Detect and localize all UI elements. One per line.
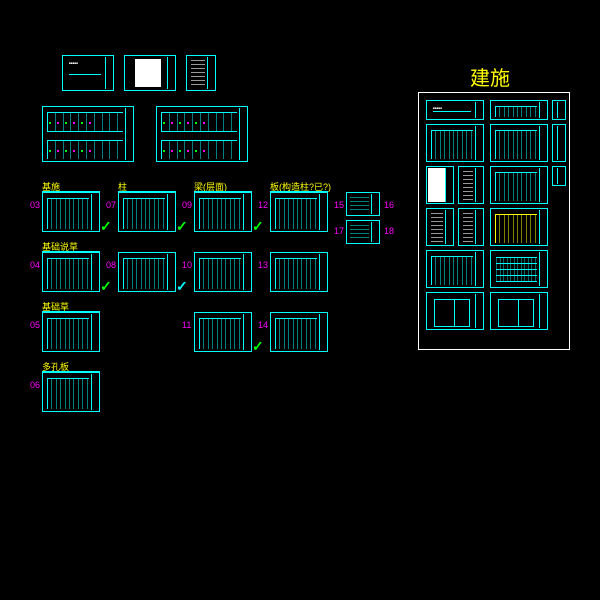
drawing-sheet <box>426 124 484 162</box>
drawing-sheet <box>346 220 380 244</box>
drawing-sheet <box>458 166 484 204</box>
drawing-sheet <box>156 106 248 162</box>
sheet-number: 04 <box>30 260 40 270</box>
right-title: 建施 <box>470 62 510 91</box>
checkmark-icon: ✓ <box>252 218 264 235</box>
drawing-sheet <box>552 100 566 120</box>
sheet-number: 03 <box>30 200 40 210</box>
drawing-sheet <box>118 192 176 232</box>
drawing-sheet <box>42 192 100 232</box>
drawing-sheet <box>426 292 484 330</box>
drawing-sheet <box>458 208 484 246</box>
drawing-sheet <box>270 192 328 232</box>
sheet-number: 06 <box>30 380 40 390</box>
sheet-number: 05 <box>30 320 40 330</box>
drawing-sheet <box>42 252 100 292</box>
checkmark-icon: ✓ <box>176 218 188 235</box>
drawing-sheet <box>194 312 252 352</box>
drawing-sheet <box>124 55 176 91</box>
sheet-number: 08 <box>106 260 116 270</box>
drawing-sheet <box>118 252 176 292</box>
drawing-sheet <box>552 124 566 162</box>
drawing-sheet <box>270 252 328 292</box>
checkmark-icon: ✓ <box>100 218 112 235</box>
sheet-number: 07 <box>106 200 116 210</box>
drawing-sheet <box>186 55 216 91</box>
drawing-sheet <box>426 250 484 288</box>
drawing-sheet <box>194 192 252 232</box>
sheet-number: 15 <box>334 200 344 210</box>
drawing-sheet <box>552 166 566 186</box>
checkmark-icon: ✓ <box>100 278 112 295</box>
sheet-number: 10 <box>182 260 192 270</box>
drawing-sheet: ■■■■■ <box>426 100 484 120</box>
drawing-sheet <box>490 100 548 120</box>
sheet-number: 09 <box>182 200 192 210</box>
sheet-number: 11 <box>182 320 191 330</box>
sheet-number: 18 <box>384 226 394 236</box>
sheet-number: 16 <box>384 200 394 210</box>
drawing-sheet <box>346 192 380 216</box>
sheet-number: 14 <box>258 320 268 330</box>
drawing-sheet <box>490 124 548 162</box>
drawing-sheet: ■■■■■ <box>62 55 114 91</box>
checkmark-icon: ✓ <box>176 278 188 295</box>
sheet-number: 17 <box>334 226 344 236</box>
drawing-sheet <box>426 208 454 246</box>
drawing-sheet <box>42 372 100 412</box>
drawing-sheet <box>490 292 548 330</box>
sheet-number: 13 <box>258 260 268 270</box>
drawing-sheet <box>490 208 548 246</box>
drawing-sheet <box>194 252 252 292</box>
sheet-number: 12 <box>258 200 268 210</box>
drawing-sheet <box>270 312 328 352</box>
drawing-sheet <box>426 166 454 204</box>
drawing-sheet <box>42 106 134 162</box>
drawing-sheet <box>42 312 100 352</box>
drawing-sheet <box>490 250 548 288</box>
checkmark-icon: ✓ <box>252 338 264 355</box>
drawing-sheet <box>490 166 548 204</box>
